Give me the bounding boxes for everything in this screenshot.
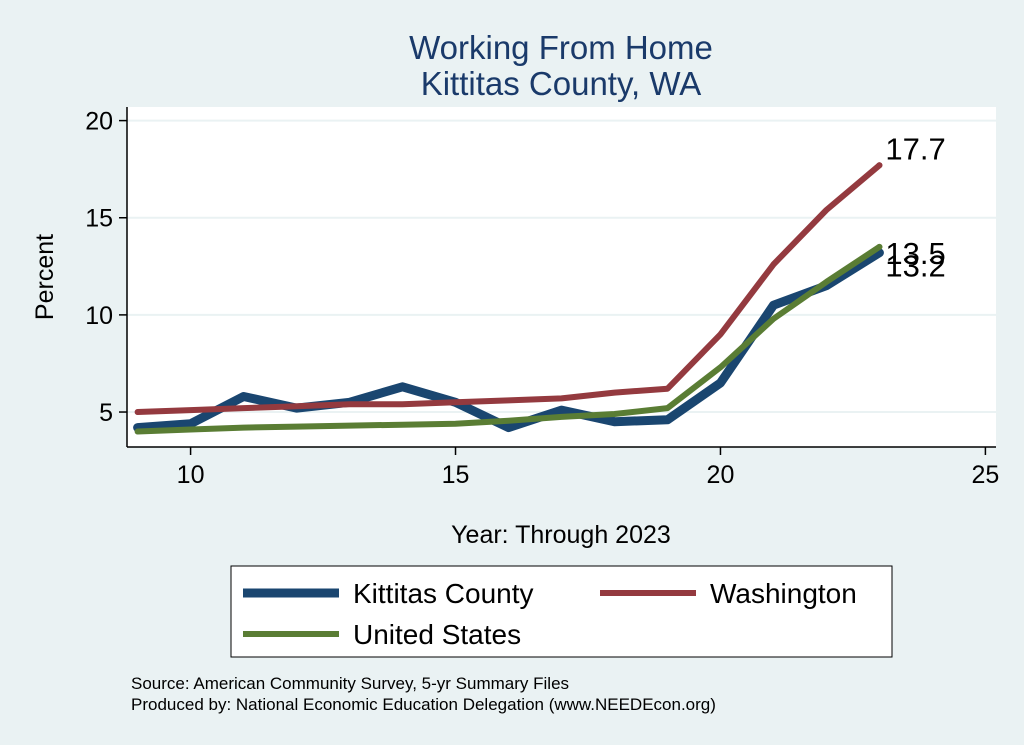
x-axis-title: Year: Through 2023 xyxy=(451,521,671,549)
series-end-point xyxy=(876,243,883,250)
end-label-washington: 17.7 xyxy=(885,131,945,166)
x-tick-label: 20 xyxy=(707,461,735,489)
series-line-united-states xyxy=(134,243,883,435)
legend-label: United States xyxy=(353,619,521,650)
source-note: Source: American Community Survey, 5-yr … xyxy=(131,674,569,693)
series-lines xyxy=(133,162,884,435)
y-tick-label: 5 xyxy=(99,399,113,427)
end-label-united-states: 13.5 xyxy=(885,236,945,271)
producer-note: Produced by: National Economic Education… xyxy=(131,695,716,714)
legend: Kittitas County Washington United States xyxy=(243,578,857,650)
series-end-point xyxy=(876,162,883,169)
legend-label: Washington xyxy=(710,578,857,609)
legend-label: Kittitas County xyxy=(353,578,534,609)
y-tick-label: 10 xyxy=(85,302,113,330)
end-label-kittitas-county: 13.2 xyxy=(885,249,945,284)
x-tick-label: 25 xyxy=(971,461,999,489)
chart-title-line-2: Kittitas County, WA xyxy=(421,65,702,102)
y-axis-title: Percent xyxy=(31,234,59,320)
x-tick-label: 10 xyxy=(177,461,205,489)
y-tick-label: 20 xyxy=(85,108,113,136)
grid xyxy=(127,119,996,414)
axes: 5 10 15 20 10 15 20 25 xyxy=(85,107,999,489)
legend-box xyxy=(230,565,893,658)
y-tick-label: 15 xyxy=(85,205,113,233)
chart-title-line-1: Working From Home xyxy=(409,29,713,66)
series-line-washington xyxy=(134,162,883,415)
plot-area xyxy=(127,107,996,447)
x-tick-label: 15 xyxy=(442,461,470,489)
end-labels: 13.2 17.7 13.5 xyxy=(885,131,945,283)
